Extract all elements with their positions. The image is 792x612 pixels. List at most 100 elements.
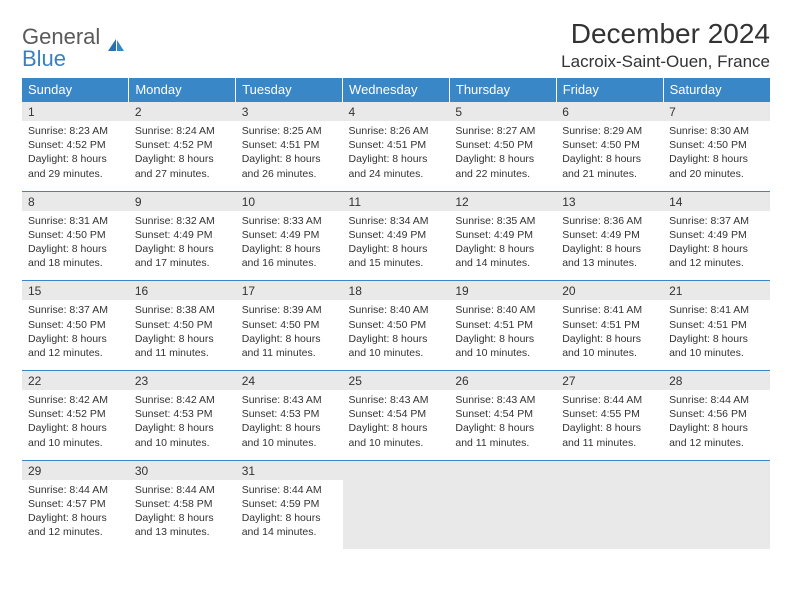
day-cell: Sunrise: 8:42 AM Sunset: 4:53 PM Daylight:… <box>129 390 236 460</box>
week-4-daynum-row: 293031 <box>22 460 770 480</box>
sunset-label: Sunset: 4:49 PM <box>349 229 427 241</box>
sunrise-label: Sunrise: 8:23 AM <box>28 125 108 137</box>
week-0-content-row: Sunrise: 8:23 AM Sunset: 4:52 PM Daylight:… <box>22 121 770 191</box>
sunset-label: Sunset: 4:51 PM <box>669 319 747 331</box>
sunrise-label: Sunrise: 8:43 AM <box>242 394 322 406</box>
day-number: 4 <box>343 102 450 122</box>
week-3-content-row: Sunrise: 8:42 AM Sunset: 4:52 PM Daylight:… <box>22 390 770 460</box>
sunset-label: Sunset: 4:49 PM <box>455 229 533 241</box>
sunset-label: Sunset: 4:57 PM <box>28 498 106 510</box>
week-2-daynum-row: 15161718192021 <box>22 281 770 301</box>
logo-text-blue: Blue <box>22 46 66 71</box>
day-cell: Sunrise: 8:40 AMSunset: 4:50 PMDaylight:… <box>343 300 450 370</box>
day-cell: Sunrise: 8:44 AMSunset: 4:58 PMDaylight:… <box>129 480 236 550</box>
day-number: 29 <box>22 460 129 480</box>
day-number: 26 <box>449 371 556 391</box>
daylight-label: Daylight: 8 hours and 10 minutes. <box>242 422 321 448</box>
sunset-label: Sunset: 4:52 PM <box>28 139 106 151</box>
sunrise-label: Sunrise: 8:40 AM <box>455 304 535 316</box>
sunrise-label: Sunrise: 8:38 AM <box>135 304 215 316</box>
daylight-label: Daylight: 8 hours and 16 minutes. <box>242 243 321 269</box>
day-number <box>663 460 770 480</box>
daylight-label: Daylight: 8 hours and 10 minutes. <box>135 422 214 448</box>
daylight-label: Daylight: 8 hours and 14 minutes. <box>242 512 321 538</box>
sunset-label: Sunset: 4:51 PM <box>349 139 427 151</box>
day-cell <box>556 480 663 550</box>
daylight-label: Daylight: 8 hours and 11 minutes. <box>562 422 641 448</box>
day-number: 2 <box>129 102 236 122</box>
sunrise-label: Sunrise: 8:32 AM <box>135 215 215 227</box>
daylight-label: Daylight: 8 hours and 20 minutes. <box>669 153 748 179</box>
day-cell: Sunrise: 8:23 AM Sunset: 4:52 PM Daylight:… <box>22 121 129 191</box>
day-cell <box>663 480 770 550</box>
sunrise-label: Sunrise: 8:41 AM <box>669 304 749 316</box>
sunrise-label: Sunrise: 8:42 AM <box>135 394 215 406</box>
sunrise-label: Sunrise: 8:34 AM <box>349 215 429 227</box>
daylight-label: Daylight: 8 hours and 11 minutes. <box>242 333 321 359</box>
day-number: 22 <box>22 371 129 391</box>
day-cell: Sunrise: 8:37 AMSunset: 4:49 PMDaylight:… <box>663 211 770 281</box>
day-cell: Sunrise: 8:24 AMSunset: 4:52 PMDaylight:… <box>129 121 236 191</box>
sunset-label: Sunset: 4:58 PM <box>135 498 213 510</box>
sunrise-label: Sunrise: 8:24 AM <box>135 125 215 137</box>
day-number: 6 <box>556 102 663 122</box>
sunrise-label: Sunrise: 8:37 AM <box>28 304 108 316</box>
sunset-label: Sunset: 4:50 PM <box>28 319 106 331</box>
sunrise-label: Sunrise: 8:44 AM <box>242 484 322 496</box>
daylight-label: Daylight: 8 hours and 18 minutes. <box>28 243 107 269</box>
day-header-wednesday: Wednesday <box>343 78 450 102</box>
day-cell: Sunrise: 8:44 AMSunset: 4:59 PMDaylight:… <box>236 480 343 550</box>
day-number: 28 <box>663 371 770 391</box>
daylight-label: Daylight: 8 hours and 29 minutes. <box>28 153 107 179</box>
day-cell: Sunrise: 8:37 AM Sunset: 4:50 PM Daylight:… <box>22 300 129 370</box>
day-cell: Sunrise: 8:44 AMSunset: 4:56 PMDaylight:… <box>663 390 770 460</box>
day-cell: Sunrise: 8:39 AMSunset: 4:50 PMDaylight:… <box>236 300 343 370</box>
day-header-tuesday: Tuesday <box>236 78 343 102</box>
day-cell: Sunrise: 8:43 AM Sunset: 4:53 PM Daylight:… <box>236 390 343 460</box>
sunrise-label: Sunrise: 8:44 AM <box>28 484 108 496</box>
day-number: 10 <box>236 191 343 211</box>
day-cell: Sunrise: 8:33 AMSunset: 4:49 PMDaylight:… <box>236 211 343 281</box>
day-number: 12 <box>449 191 556 211</box>
daylight-label: Daylight: 8 hours and 12 minutes. <box>669 422 748 448</box>
week-2-content-row: Sunrise: 8:37 AM Sunset: 4:50 PM Daylight:… <box>22 300 770 370</box>
sunset-label: Sunset: 4:53 PM <box>242 408 320 420</box>
sunrise-label: Sunrise: 8:27 AM <box>455 125 535 137</box>
sunset-label: Sunset: 4:49 PM <box>135 229 213 241</box>
day-cell: Sunrise: 8:36 AMSunset: 4:49 PMDaylight:… <box>556 211 663 281</box>
daylight-label: Daylight: 8 hours and 12 minutes. <box>28 333 107 359</box>
daylight-label: Daylight: 8 hours and 12 minutes. <box>669 243 748 269</box>
day-number: 19 <box>449 281 556 301</box>
location-text: Lacroix-Saint-Ouen, France <box>561 52 770 72</box>
day-number: 9 <box>129 191 236 211</box>
day-cell: Sunrise: 8:40 AMSunset: 4:51 PMDaylight:… <box>449 300 556 370</box>
sunset-label: Sunset: 4:50 PM <box>135 319 213 331</box>
day-cell <box>449 480 556 550</box>
day-cell: Sunrise: 8:42 AMSunset: 4:52 PMDaylight:… <box>22 390 129 460</box>
day-number <box>449 460 556 480</box>
day-number: 1 <box>22 102 129 122</box>
day-number <box>556 460 663 480</box>
day-number: 31 <box>236 460 343 480</box>
sunset-label: Sunset: 4:50 PM <box>455 139 533 151</box>
sunset-label: Sunset: 4:52 PM <box>28 408 106 420</box>
sunset-label: Sunset: 4:49 PM <box>242 229 320 241</box>
day-header-sunday: Sunday <box>22 78 129 102</box>
daylight-label: Daylight: 8 hours and 10 minutes. <box>349 422 428 448</box>
header: General Blue December 2024 Lacroix-Saint… <box>22 18 770 72</box>
sunset-label: Sunset: 4:53 PM <box>135 408 213 420</box>
sunset-label: Sunset: 4:50 PM <box>349 319 427 331</box>
week-4-content-row: Sunrise: 8:44 AM Sunset: 4:57 PM Daylight:… <box>22 480 770 550</box>
sunset-label: Sunset: 4:51 PM <box>455 319 533 331</box>
day-cell: Sunrise: 8:32 AMSunset: 4:49 PMDaylight:… <box>129 211 236 281</box>
sunset-label: Sunset: 4:49 PM <box>562 229 640 241</box>
day-cell: Sunrise: 8:29 AMSunset: 4:50 PMDaylight:… <box>556 121 663 191</box>
sunrise-label: Sunrise: 8:44 AM <box>669 394 749 406</box>
day-number: 21 <box>663 281 770 301</box>
day-cell: Sunrise: 8:25 AMSunset: 4:51 PMDaylight:… <box>236 121 343 191</box>
sunset-label: Sunset: 4:50 PM <box>562 139 640 151</box>
sunrise-label: Sunrise: 8:31 AM <box>28 215 108 227</box>
sunset-label: Sunset: 4:55 PM <box>562 408 640 420</box>
sunrise-label: Sunrise: 8:41 AM <box>562 304 642 316</box>
day-number: 17 <box>236 281 343 301</box>
